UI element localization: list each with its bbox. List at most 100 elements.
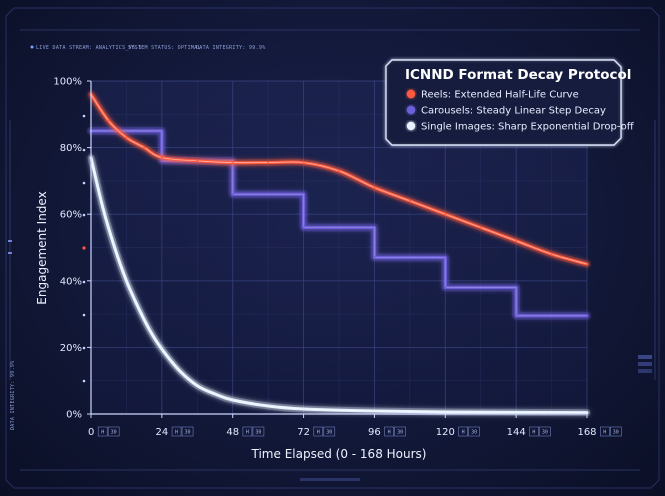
badge-box xyxy=(313,426,324,437)
x-tick-badge: H 30 xyxy=(171,426,194,437)
legend-label: Carousels: Steady Linear Step Decay xyxy=(421,106,606,117)
hud-side-markers xyxy=(8,114,652,481)
legend-item-1: Carousels: Steady Linear Step Decay xyxy=(406,105,606,117)
x-tick-badge: H 30 xyxy=(458,426,480,437)
badge-box xyxy=(609,426,622,437)
series-point xyxy=(479,226,482,229)
series-point xyxy=(137,306,140,309)
series-point xyxy=(196,159,199,163)
series-point xyxy=(196,384,199,387)
legend-label: Single Images: Sharp Exponential Drop-of… xyxy=(421,122,635,133)
badge-h: H xyxy=(317,430,320,436)
axes: 0%20%40%60%80%100%0 H 30 24 H 30 48 H 30 72 H 30 96 H… xyxy=(53,77,622,438)
x-tick-label: 72 xyxy=(297,427,310,438)
legend-swatch xyxy=(406,89,416,99)
badge-h: H xyxy=(246,430,249,436)
legend-swatch xyxy=(406,105,416,115)
badge-h: H xyxy=(101,430,104,436)
x-tick-badge: H 30 xyxy=(529,426,551,437)
badge-box xyxy=(171,426,182,437)
legend-item-0: Reels: Extended Half-Life Curve xyxy=(406,89,579,101)
x-tick-label: 144 xyxy=(507,427,526,438)
series-point xyxy=(267,404,270,408)
badge-box xyxy=(97,426,108,437)
series-point xyxy=(515,314,518,317)
x-tick-label: 168 xyxy=(577,427,596,438)
series-point xyxy=(302,407,305,411)
badge-n: 30 xyxy=(471,430,477,436)
series-point xyxy=(585,411,589,414)
legend: ICNND Format Decay Protocol Reels: Exten… xyxy=(385,59,635,146)
badge-h: H xyxy=(532,430,535,436)
badge-box xyxy=(384,426,394,437)
series-point xyxy=(302,226,305,229)
series-point xyxy=(408,199,411,202)
legend-label: Reels: Extended Half-Life Curve xyxy=(421,90,579,101)
series-point xyxy=(585,263,589,266)
x-tick-label: 96 xyxy=(368,427,381,438)
x-tick-badge: H 30 xyxy=(313,426,336,437)
series-2 xyxy=(87,154,591,417)
series-point xyxy=(515,239,518,242)
x-tick-label: 24 xyxy=(155,427,168,438)
series-point xyxy=(231,398,234,402)
badge-box xyxy=(539,426,551,437)
series-point xyxy=(267,161,270,164)
series-line xyxy=(89,129,589,318)
y-tick-label: 0% xyxy=(66,410,82,421)
badge-box xyxy=(458,426,468,437)
series-point xyxy=(444,410,447,414)
y-tick-label: 80% xyxy=(60,143,82,154)
badge-n: 30 xyxy=(255,430,261,436)
x-tick-badge: H 30 xyxy=(97,426,120,437)
series-point xyxy=(585,314,589,317)
badge-box xyxy=(242,426,253,437)
badge-h: H xyxy=(603,430,606,436)
series-point xyxy=(373,409,376,413)
series-point xyxy=(444,286,447,289)
series-point xyxy=(160,347,163,351)
badge-box xyxy=(107,426,120,437)
series-point xyxy=(143,146,146,149)
badge-n: 30 xyxy=(185,430,191,436)
hud-stream: LIVE DATA STREAM: ANALYTICS_V6.5 xyxy=(36,45,142,51)
x-tick-label: 120 xyxy=(436,427,455,438)
badge-box xyxy=(252,426,265,437)
badge-box xyxy=(181,426,194,437)
x-tick-badge: H 30 xyxy=(242,426,265,437)
legend-item-2: Single Images: Sharp Exponential Drop-of… xyxy=(406,122,635,133)
badge-h: H xyxy=(175,430,178,436)
badge-h: H xyxy=(388,430,391,436)
x-tick-badge: H 30 xyxy=(384,426,406,437)
x-tick-label: 48 xyxy=(226,427,239,438)
series-point xyxy=(160,159,163,163)
badge-n: 30 xyxy=(111,430,117,436)
badge-box xyxy=(323,426,336,437)
series-point xyxy=(113,246,116,249)
y-axis-title: Engagement Index xyxy=(35,191,49,304)
badge-box xyxy=(529,426,539,437)
hud-status: SYSTEM STATUS: OPTIMAL xyxy=(128,45,201,51)
series-point xyxy=(125,136,128,139)
series-point xyxy=(550,253,553,256)
badge-box xyxy=(394,426,406,437)
series-point xyxy=(148,329,152,332)
badge-h: H xyxy=(462,430,465,436)
hud-header: LIVE DATA STREAM: ANALYTICS_V6.5 SYSTEM … xyxy=(10,45,265,430)
series-point xyxy=(125,279,128,282)
hud-side-integrity: DATA INTEGRITY: 99.9% xyxy=(10,360,16,430)
series-point xyxy=(515,411,518,414)
badge-n: 30 xyxy=(326,430,332,436)
badge-n: 30 xyxy=(397,430,403,436)
series-point xyxy=(178,369,181,372)
y-tick-label: 100% xyxy=(53,77,82,88)
series-core xyxy=(90,157,588,414)
series-core xyxy=(90,130,588,317)
x-axis-title: Time Elapsed (0 - 168 Hours) xyxy=(251,447,427,461)
y-tick-label: 60% xyxy=(60,210,82,221)
series-layer xyxy=(87,90,591,417)
series-point xyxy=(231,161,234,164)
chart-title: ICNND Format Decay Protocol xyxy=(405,67,631,83)
x-tick-label: 0 xyxy=(88,427,94,438)
